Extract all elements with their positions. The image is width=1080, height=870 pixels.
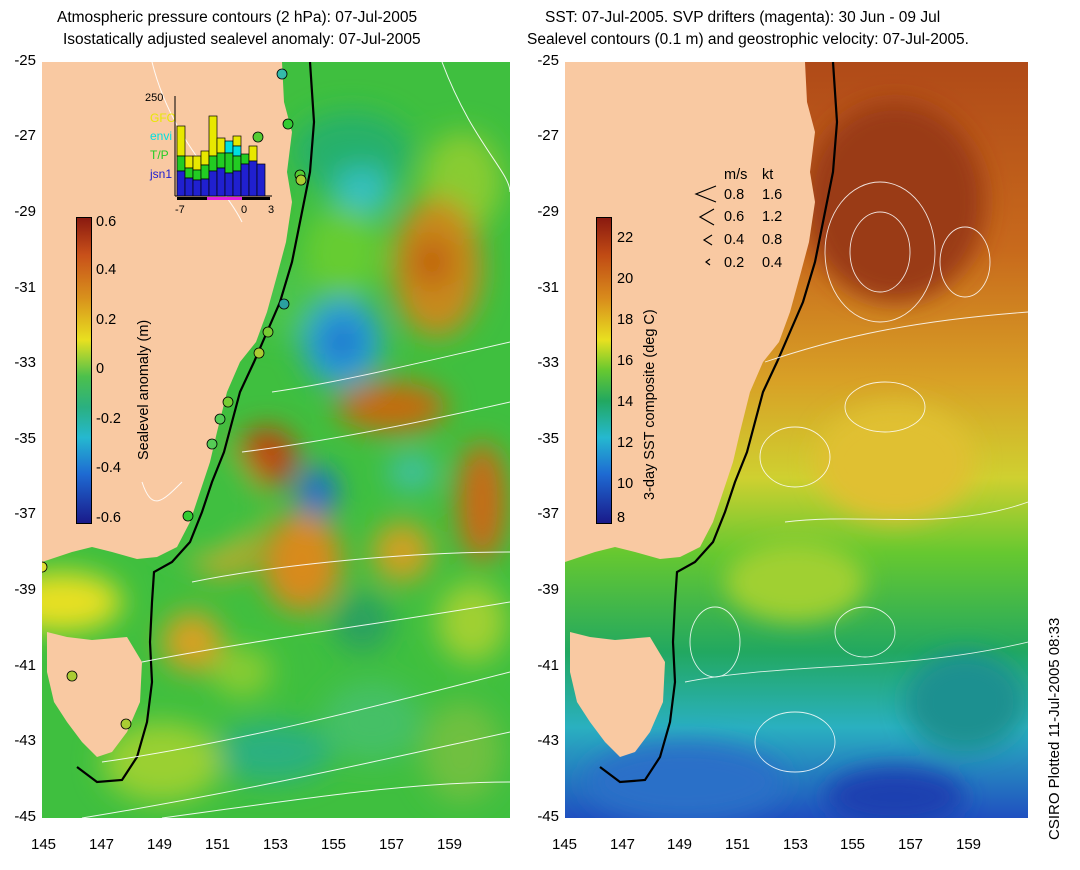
lat-label-left: -35 (14, 430, 36, 447)
right-colorbar-tick: 20 (617, 271, 634, 287)
left-map-sealevel-anomaly (42, 62, 510, 818)
right-colorbar-tick: 18 (617, 312, 634, 328)
lat-label-right: -29 (537, 203, 559, 220)
right-title-line2: Sealevel contours (0.1 m) and geostrophi… (527, 31, 969, 48)
velocity-row-ms: 0.2 (724, 255, 745, 271)
lat-label-right: -39 (537, 581, 559, 598)
left-tasmania (47, 632, 142, 757)
lon-label-left: 155 (321, 836, 347, 853)
lat-label-left: -37 (14, 505, 36, 522)
right-australia-mainland (565, 62, 815, 562)
lat-label-right: -35 (537, 430, 559, 447)
lon-label-left: 153 (263, 836, 289, 853)
right-colorbar (596, 217, 612, 524)
lat-label-right: -41 (537, 657, 559, 674)
left-colorbar-tick: 0.4 (96, 262, 117, 278)
velocity-row-ms: 0.8 (724, 187, 745, 203)
lat-label-left: -31 (14, 279, 36, 296)
legend-envi: envi (150, 129, 173, 143)
right-colorbar-tick: 8 (617, 510, 626, 526)
left-title-line1: Atmospheric pressure contours (2 hPa): 0… (57, 9, 418, 26)
lat-label-left: -41 (14, 657, 36, 674)
left-title-line2: Isostatically adjusted sealevel anomaly:… (63, 31, 421, 48)
left-colorbar-tick: 0 (96, 361, 105, 377)
histogram-xtick: 0 (241, 204, 248, 216)
velocity-header-ms: m/s (724, 167, 748, 183)
lon-label-right: 153 (783, 836, 809, 853)
legend-gfo: GFO (150, 111, 176, 125)
velocity-row-kt: 1.6 (762, 187, 783, 203)
lat-label-left: -39 (14, 581, 36, 598)
legend-jsn1: jsn1 (150, 167, 173, 181)
lat-label-left: -29 (14, 203, 36, 220)
velocity-row-kt: 0.8 (762, 232, 783, 248)
velocity-row-ms: 0.6 (724, 209, 745, 225)
lat-label-left: -33 (14, 354, 36, 371)
lat-label-left: -27 (14, 127, 36, 144)
lon-label-left: 149 (147, 836, 173, 853)
left-colorbar-tick: -0.6 (96, 510, 121, 526)
lat-label-right: -31 (537, 279, 559, 296)
lat-label-left: -45 (14, 808, 36, 825)
velocity-header-kt: kt (762, 167, 774, 183)
velocity-row-kt: 1.2 (762, 209, 783, 225)
left-colorbar (76, 217, 92, 524)
left-colorbar-tick: -0.4 (96, 460, 121, 476)
lon-label-left: 157 (379, 836, 405, 853)
lon-label-left: 147 (89, 836, 115, 853)
lon-label-left: 151 (205, 836, 231, 853)
lat-label-right: -43 (537, 732, 559, 749)
lat-label-right: -37 (537, 505, 559, 522)
lat-label-right: -45 (537, 808, 559, 825)
left-colorbar-label: Sealevel anomaly (m) (136, 319, 152, 460)
lon-label-right: 155 (840, 836, 866, 853)
lon-label-right: 149 (667, 836, 693, 853)
histogram-ymax: 250 (145, 92, 164, 104)
lat-label-left: -25 (14, 52, 36, 69)
lon-label-right: 145 (552, 836, 578, 853)
right-colorbar-tick: 12 (617, 435, 634, 451)
velocity-row-ms: 0.4 (724, 232, 745, 248)
left-colorbar-tick: -0.2 (96, 411, 121, 427)
lat-label-right: -27 (537, 127, 559, 144)
lon-label-right: 159 (956, 836, 982, 853)
legend-tp: T/P (150, 148, 169, 162)
lat-label-right: -25 (537, 52, 559, 69)
right-title-line1: SST: 07-Jul-2005. SVP drifters (magenta)… (545, 9, 941, 26)
altimeter-histogram (174, 96, 272, 200)
lon-label-right: 147 (610, 836, 636, 853)
lon-label-right: 151 (725, 836, 751, 853)
velocity-arrow-icons (694, 185, 717, 266)
plot-credit: CSIRO Plotted 11-Jul-2005 08:33 (1046, 617, 1063, 840)
right-tasmania (570, 632, 665, 757)
right-colorbar-tick: 14 (617, 394, 634, 410)
lon-label-left: 159 (437, 836, 463, 853)
left-colorbar-tick: 0.6 (96, 214, 117, 230)
right-colorbar-tick: 22 (617, 230, 634, 246)
right-colorbar-tick: 10 (617, 476, 634, 492)
lat-label-left: -43 (14, 732, 36, 749)
right-map-sst (565, 62, 1028, 818)
lon-label-right: 157 (898, 836, 924, 853)
left-colorbar-tick: 0.2 (96, 312, 117, 328)
lon-label-left: 145 (31, 836, 57, 853)
histogram-xtick: -7 (175, 204, 185, 216)
velocity-row-kt: 0.4 (762, 255, 783, 271)
right-colorbar-tick: 16 (617, 353, 634, 369)
right-colorbar-label: 3-day SST composite (deg C) (642, 309, 658, 500)
lat-label-right: -33 (537, 354, 559, 371)
histogram-xtick: 3 (268, 204, 275, 216)
